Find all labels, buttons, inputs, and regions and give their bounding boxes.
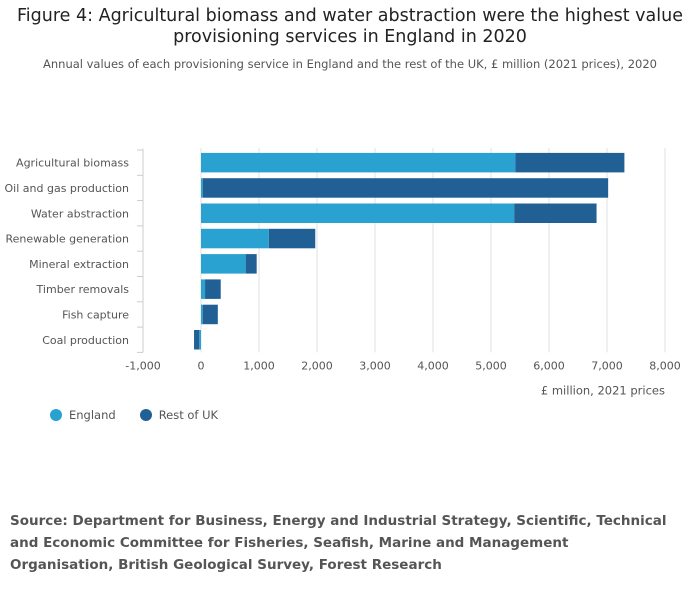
bar-england [201,228,269,249]
chart-title: Figure 4: Agricultural biomass and water… [0,6,700,48]
x-tick-label: 2,000 [301,359,333,372]
bar-england [201,254,246,274]
x-tick-label: 6,000 [533,359,565,372]
bar-rest-of-uk [245,254,257,274]
bar-england [201,279,206,299]
x-tick-label: 1,000 [243,359,275,372]
bar-rest-of-uk [268,228,316,249]
x-tick-label: 3,000 [359,359,391,372]
legend-item-rest-of-uk[interactable]: Rest of UK [139,408,219,422]
legend: England Rest of UK [50,408,218,422]
y-tick-label: Fish capture [62,308,129,321]
x-axis-title: £ million, 2021 prices [541,383,665,397]
y-tick-label: Coal production [42,334,129,347]
legend-label-rest-of-uk: Rest of UK [158,408,219,422]
bar-rest-of-uk [202,178,609,198]
x-tick-label: 0 [198,359,205,372]
bar-rest-of-uk [514,203,597,223]
y-tick-label: Mineral extraction [29,258,129,271]
chart-title-line1: Figure 4: Agricultural biomass and water… [17,6,683,26]
y-tick-label: Agricultural biomass [16,157,129,170]
x-tick-label: 5,000 [475,359,507,372]
bar-england [199,330,201,350]
y-tick-label: Timber removals [36,283,130,296]
y-tick-label: Renewable generation [5,233,129,246]
x-tick-label: 8,000 [649,359,681,372]
chart-subtitle: Annual values of each provisioning servi… [43,57,657,71]
bar-england [201,304,203,325]
bar-england [201,178,203,198]
bar-england [201,203,515,223]
bar-england [201,152,516,173]
legend-swatch-rest-of-uk [139,409,152,421]
x-tick-label: 7,000 [591,359,623,372]
legend-label-england: England [69,408,116,422]
bar-rest-of-uk [194,330,200,350]
source-note: Source: Department for Business, Energy … [10,513,667,573]
y-tick-label: Oil and gas production [5,182,130,195]
y-tick-label: Water abstraction [31,207,129,220]
bar-rest-of-uk [202,304,218,325]
x-tick-label: 4,000 [417,359,449,372]
chart-title-line2: provisioning services in England in 2020 [173,27,527,47]
bar-rest-of-uk [515,152,625,173]
legend-item-england[interactable]: England [50,408,116,422]
bar-rest-of-uk [205,279,221,299]
bar-chart: -1,000 0 1,000 2,000 3,000 4,000 5,000 6,000 7,0… [5,148,681,397]
x-tick-label: -1,000 [125,359,160,372]
legend-swatch-england [50,409,62,421]
